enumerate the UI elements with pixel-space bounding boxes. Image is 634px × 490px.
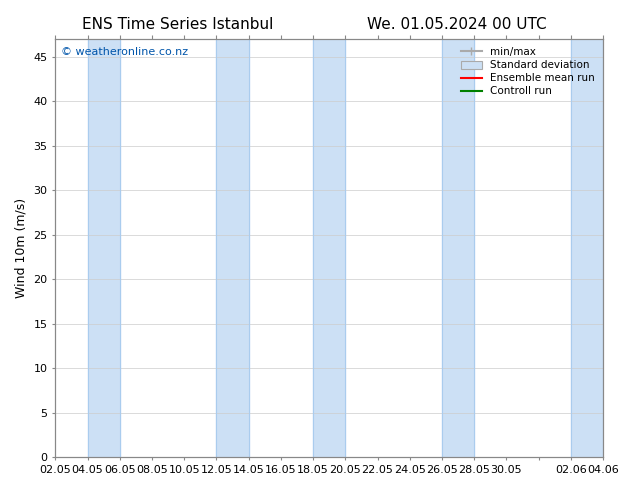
Text: We. 01.05.2024 00 UTC: We. 01.05.2024 00 UTC (366, 17, 547, 32)
Text: © weatheronline.co.nz: © weatheronline.co.nz (61, 47, 188, 57)
Bar (571, 39, 603, 457)
Bar (216, 39, 249, 457)
Y-axis label: Wind 10m (m/s): Wind 10m (m/s) (15, 198, 28, 298)
Legend: min/max, Standard deviation, Ensemble mean run, Controll run: min/max, Standard deviation, Ensemble me… (458, 44, 598, 99)
Text: ENS Time Series Istanbul: ENS Time Series Istanbul (82, 17, 273, 32)
Bar (313, 39, 346, 457)
Bar (87, 39, 120, 457)
Bar (442, 39, 474, 457)
